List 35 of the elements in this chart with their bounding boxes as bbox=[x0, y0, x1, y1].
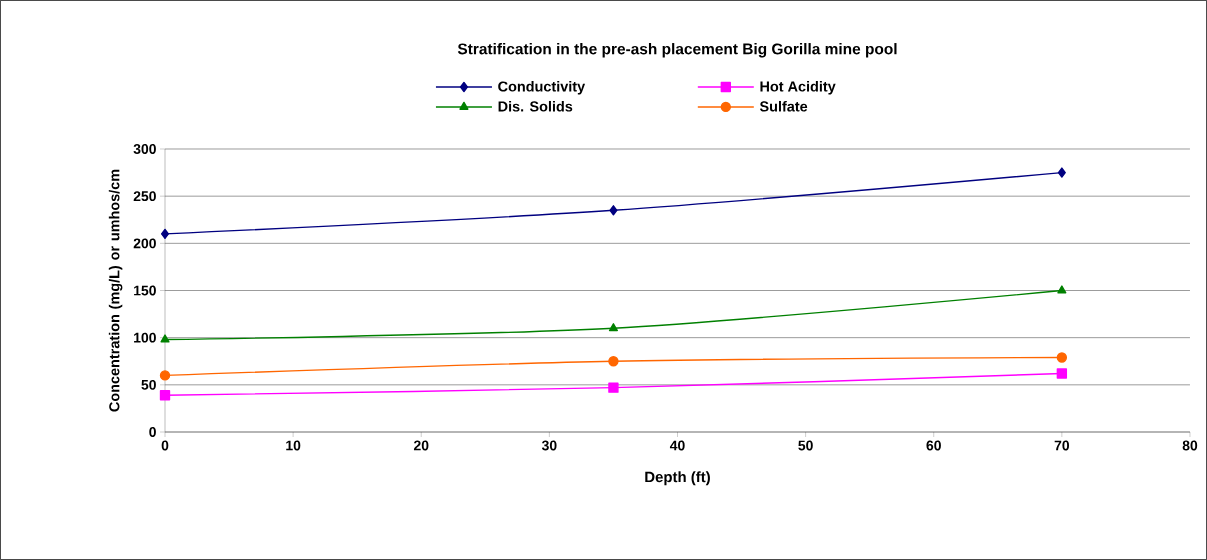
legend-label: Conductivity bbox=[498, 81, 586, 95]
point bbox=[160, 228, 170, 240]
point bbox=[1057, 285, 1067, 294]
y-tick-label: 50 bbox=[141, 379, 156, 390]
point bbox=[608, 323, 619, 332]
point bbox=[1056, 352, 1068, 363]
x-tick-label: 0 bbox=[161, 440, 169, 451]
point bbox=[159, 370, 171, 381]
point bbox=[608, 356, 619, 367]
point bbox=[160, 334, 170, 343]
x-tick-label: 80 bbox=[1182, 440, 1198, 451]
point bbox=[159, 390, 171, 401]
chart-title: Stratification in the pre-ash placement Big Gorilla mine pool bbox=[457, 43, 897, 58]
x-tick-label: 60 bbox=[926, 440, 941, 451]
y-tick-label: 200 bbox=[133, 238, 156, 249]
point bbox=[1057, 167, 1066, 178]
y-tick-label: 250 bbox=[133, 191, 156, 202]
x-tick-label: 10 bbox=[286, 440, 301, 451]
y-tick-label: 300 bbox=[133, 144, 156, 154]
point bbox=[609, 205, 618, 216]
y-tick-label: 100 bbox=[134, 332, 156, 343]
x-tick-label: 30 bbox=[541, 440, 557, 451]
x-axis-title: Depth (ft) bbox=[645, 471, 710, 486]
legend-label: Hot Acidity bbox=[760, 81, 836, 95]
x-tick-label: 20 bbox=[413, 440, 429, 451]
x-tick-label: 40 bbox=[669, 440, 685, 451]
y-axis-title: Concentration (mg/L) or umhos/cm bbox=[108, 169, 123, 412]
y-tick-label: 0 bbox=[149, 427, 156, 437]
y-tick-label: 150 bbox=[134, 285, 156, 296]
x-tick-label: 50 bbox=[798, 440, 813, 451]
x-tick-label: 70 bbox=[1054, 440, 1070, 451]
point bbox=[1056, 368, 1068, 379]
legend-label: Sulfate bbox=[759, 100, 808, 112]
legend-label: Dis. Solids bbox=[498, 100, 573, 112]
point bbox=[608, 382, 619, 393]
